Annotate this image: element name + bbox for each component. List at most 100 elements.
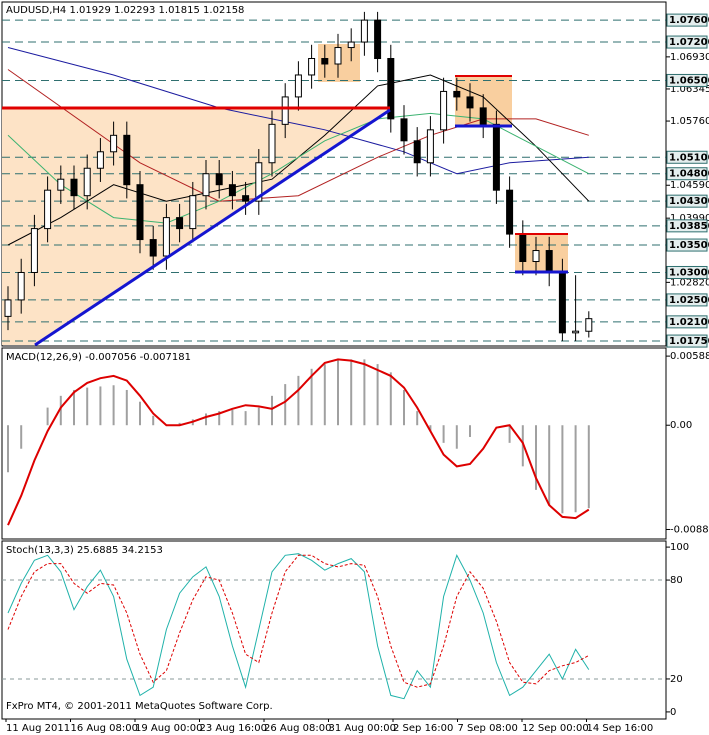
level-box <box>666 219 708 233</box>
candle-body <box>17 271 25 301</box>
candle-body <box>268 123 276 164</box>
x-tick-label: 19 Aug 00:00 <box>135 723 202 734</box>
level-label: 1.07200 <box>669 37 709 48</box>
stoch-panel <box>1 540 667 720</box>
moving-average <box>7 47 589 175</box>
macd-signal <box>7 358 590 526</box>
x-tick-label: 16 Aug 08:00 <box>71 723 138 734</box>
candle-body <box>228 184 236 197</box>
level-label: 1.03850 <box>669 221 709 232</box>
candle-body <box>281 96 289 125</box>
level-label: 1.03000 <box>669 267 709 278</box>
x-tick-label: 14 Sep 16:00 <box>587 723 654 734</box>
candle-body <box>440 90 448 131</box>
candle-body <box>426 129 434 164</box>
candle-body <box>545 250 553 273</box>
candle-body <box>308 58 316 76</box>
candle-body <box>585 318 593 332</box>
y-tick-label: 1.06930 <box>670 52 709 63</box>
candle-body <box>57 178 65 191</box>
candle-body <box>202 173 210 197</box>
y-tick-label: 0 <box>670 707 676 718</box>
candle-body <box>149 239 157 257</box>
candle-body <box>162 217 170 257</box>
level-label: 1.02100 <box>669 317 709 328</box>
x-tick-label: 7 Sep 08:00 <box>458 723 518 734</box>
level-label: 1.05100 <box>669 152 709 163</box>
y-tick-label: -0.00887 <box>670 524 709 535</box>
level-label: 1.06500 <box>669 75 709 86</box>
level-label: 1.01750 <box>669 336 709 347</box>
macd-panel <box>1 347 667 540</box>
candle-body <box>321 58 329 65</box>
candle-body <box>136 184 144 241</box>
y-tick-label: 1.02820 <box>670 277 709 288</box>
candle-body <box>70 178 78 197</box>
candle-body <box>30 228 38 273</box>
candle-body <box>492 123 500 191</box>
candle-body <box>558 271 566 334</box>
candle-body <box>255 162 263 202</box>
x-tick-label: 26 Aug 08:00 <box>264 723 331 734</box>
candle-body <box>413 140 421 164</box>
candle-body <box>4 299 12 317</box>
stoch-main <box>7 553 590 700</box>
x-tick-label: 11 Aug 2011 <box>6 723 70 734</box>
candle-body <box>96 151 104 169</box>
candle-body <box>44 189 52 230</box>
y-tick-label: 20 <box>670 674 683 685</box>
level-box <box>666 293 708 307</box>
footer: FxPro MT4, © 2001-2011 MetaQuotes Softwa… <box>6 701 273 712</box>
candle-body <box>506 189 514 235</box>
candle-body <box>400 118 408 142</box>
candle-body <box>479 107 487 125</box>
level-box <box>666 167 708 181</box>
candle-body <box>453 90 461 98</box>
candle-body <box>215 173 223 186</box>
candle-body <box>334 47 342 65</box>
level-box <box>666 73 708 87</box>
y-tick-label: 0.00 <box>670 420 692 431</box>
y-tick-label: 1.03990 <box>670 213 709 224</box>
candle-body <box>466 96 474 109</box>
level-box <box>666 315 708 329</box>
moving-average <box>7 69 589 202</box>
level-box <box>666 265 708 279</box>
x-tick-label: 2 Sep 16:00 <box>393 723 453 734</box>
candle-body <box>374 19 382 60</box>
level-box <box>666 238 708 252</box>
stoch-title: Stoch(13,3,3) 25.6885 34.2153 <box>6 545 163 556</box>
drawings-top <box>2 75 568 347</box>
candle-body <box>110 134 118 153</box>
x-tick-label: 31 Aug 00:00 <box>329 723 396 734</box>
candle-body <box>572 330 580 334</box>
level-box <box>666 35 708 49</box>
candle-body <box>189 195 197 230</box>
level-box <box>666 194 708 208</box>
candle-body <box>532 250 540 263</box>
chart-title: AUDUSD,H4 1.01929 1.02293 1.01815 1.0215… <box>6 5 244 16</box>
y-tick-label: 80 <box>670 575 683 586</box>
level-label: 1.02500 <box>669 295 709 306</box>
trend-line <box>34 108 391 347</box>
candle-body <box>360 19 368 43</box>
level-box <box>666 334 708 348</box>
macd-title: MACD(12,26,9) -0.007056 -0.007181 <box>6 352 191 363</box>
y-tick-label: 1.05760 <box>670 116 709 127</box>
stoch-signal <box>7 554 590 688</box>
level-label: 1.04300 <box>669 196 709 207</box>
level-box <box>666 150 708 164</box>
level-label: 1.04800 <box>669 169 709 180</box>
level-label: 1.07600 <box>669 15 709 26</box>
candle-body <box>519 233 527 263</box>
level-label: 1.03500 <box>669 240 709 251</box>
candle-body <box>387 58 395 120</box>
level-box <box>666 13 708 27</box>
y-tick-label: 1.04590 <box>670 180 709 191</box>
candle-body <box>294 74 302 98</box>
y-tick-label: 0.00588 <box>670 351 709 362</box>
y-tick-label: 100 <box>670 542 689 553</box>
candle-body <box>242 195 250 202</box>
